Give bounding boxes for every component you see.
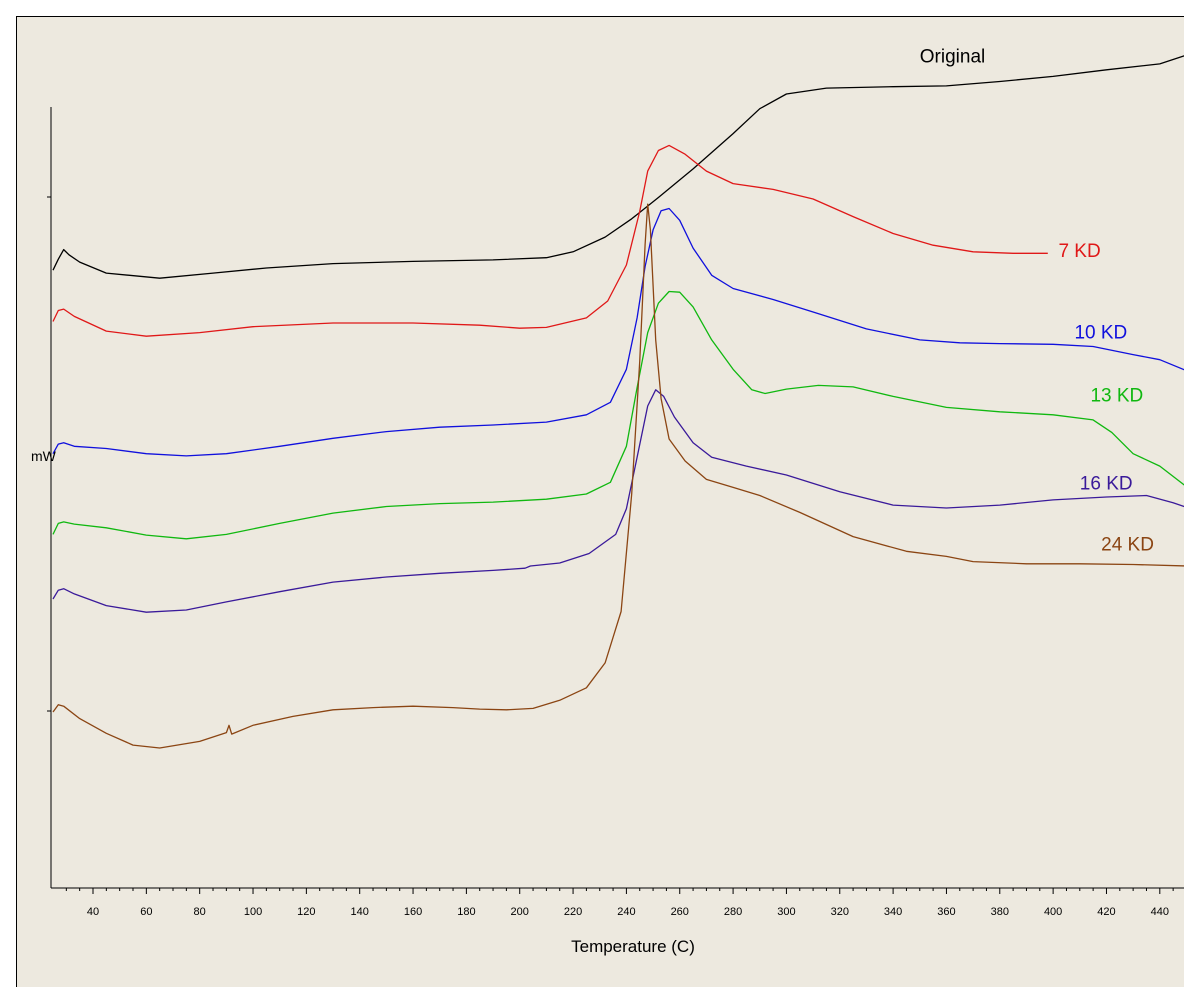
- x-tick-label: 400: [1044, 906, 1062, 918]
- x-tick-label: 360: [937, 906, 955, 918]
- x-tick-label: 280: [724, 906, 742, 918]
- x-tick-label: 340: [884, 906, 902, 918]
- chart-panel: 40 60 80 100 120 140 160 180 200 220 240 260 280 300 3…: [16, 16, 1184, 987]
- x-tick-label: 60: [140, 906, 152, 918]
- x-tick-label: 260: [671, 906, 689, 918]
- x-tick-label: 100: [244, 906, 262, 918]
- series-line-13-kd: [52, 290, 1184, 540]
- x-tick-label: 160: [404, 906, 422, 918]
- y-axis-title: mW: [31, 448, 57, 464]
- x-tick-label: 440: [1151, 906, 1169, 918]
- series-label-13-kd: 13 KD: [1090, 386, 1143, 407]
- x-tick-label: 180: [457, 906, 475, 918]
- series-line-original: [52, 55, 1184, 279]
- series-label-10-kd: 10 KD: [1074, 322, 1127, 343]
- x-axis-title: Temperature (C): [571, 937, 695, 956]
- x-tick-label: 40: [87, 906, 99, 918]
- series-line-10-kd: [52, 207, 1184, 457]
- x-tick-label: 220: [564, 906, 582, 918]
- series-label-24-kd: 24 KD: [1101, 535, 1154, 556]
- series-line-16-kd: [52, 389, 1184, 613]
- series-label-original: Original: [920, 46, 985, 67]
- x-tick-label: 200: [511, 906, 529, 918]
- x-tick-label: 120: [297, 906, 315, 918]
- series-label-16-kd: 16 KD: [1080, 474, 1133, 495]
- series-line-7-kd: [52, 144, 1048, 337]
- x-tick-label: 320: [831, 906, 849, 918]
- x-tick-label: 80: [194, 906, 206, 918]
- x-tick-label: 380: [991, 906, 1009, 918]
- chart-svg: 40 60 80 100 120 140 160 180 200 220 240 260 280 300 3…: [31, 46, 1184, 956]
- x-tick-label: 420: [1097, 906, 1115, 918]
- series-label-7-kd: 7 KD: [1058, 241, 1100, 262]
- series-line-24-kd: [52, 203, 1184, 749]
- x-tick-label: 240: [617, 906, 635, 918]
- x-tick-label: 300: [777, 906, 795, 918]
- x-tick-label: 140: [351, 906, 369, 918]
